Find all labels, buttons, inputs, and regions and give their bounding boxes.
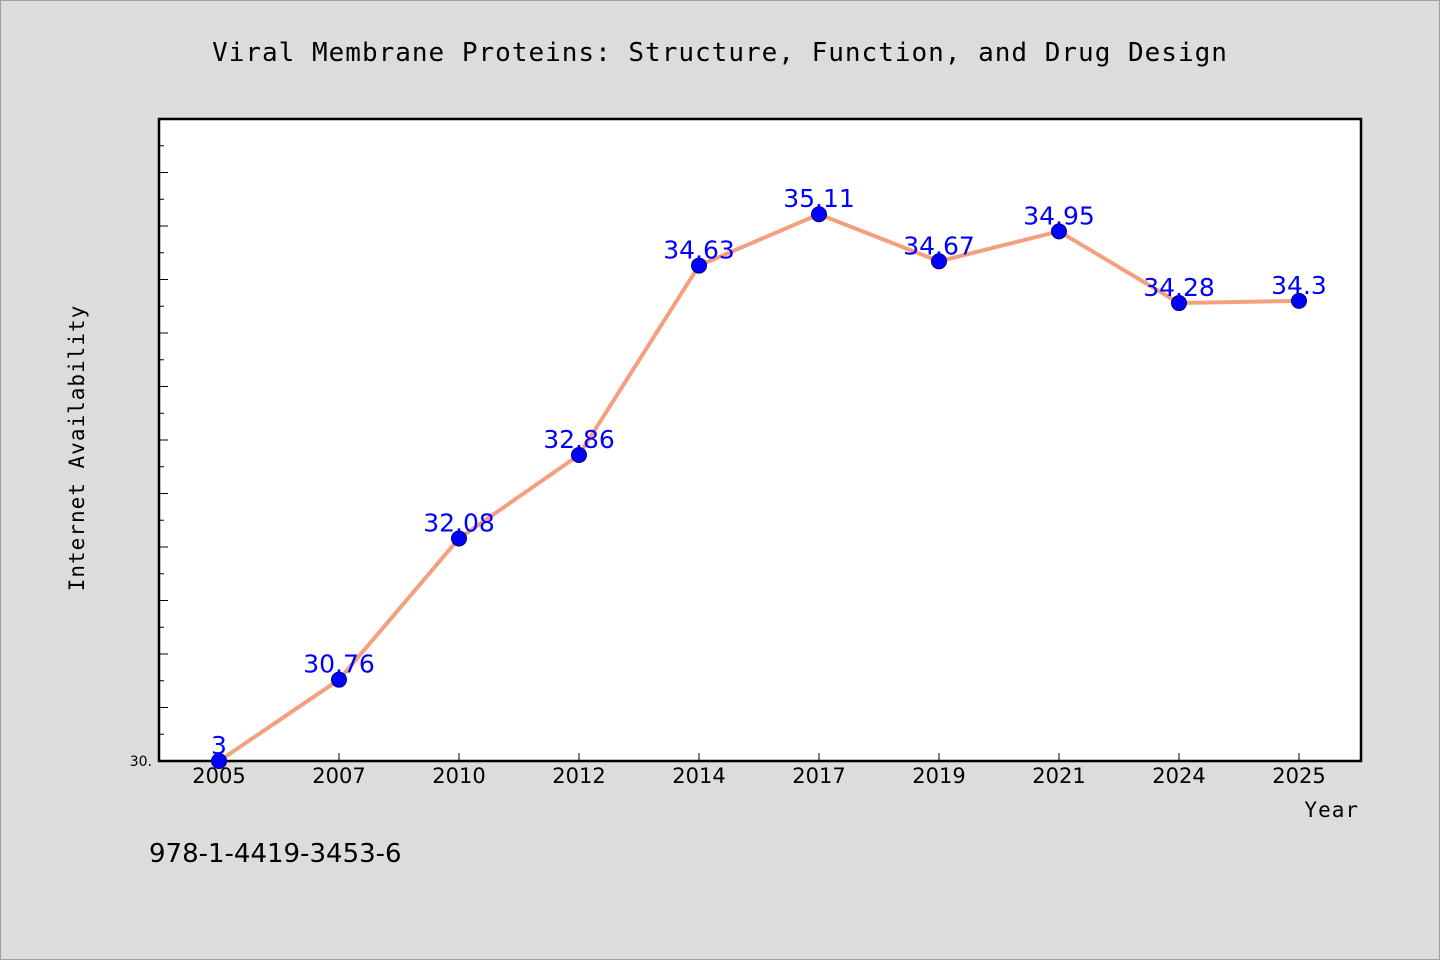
x-tick-label: 2019	[912, 764, 965, 788]
x-axis-ticks	[218, 753, 1300, 761]
x-tick-label: 2021	[1032, 764, 1085, 788]
data-point	[1291, 292, 1307, 309]
data-point	[451, 530, 467, 547]
data-markers	[211, 206, 1307, 769]
data-point	[331, 671, 347, 688]
y-axis-title: Internet Availability	[65, 305, 89, 592]
data-point	[691, 257, 707, 274]
x-tick-labels: 2005 2007 2010 2012 2014 2017 2019 2021 2024 2025	[192, 764, 1325, 788]
data-label: 34.95	[1023, 201, 1095, 230]
series-line	[217, 212, 1301, 763]
data-label: 30.76	[303, 650, 375, 679]
x-axis-title: Year	[1304, 798, 1359, 822]
y-tick-label: 30.	[130, 754, 152, 770]
data-point	[811, 206, 827, 223]
data-label: 35.11	[783, 184, 855, 213]
data-label: 3	[211, 731, 227, 760]
data-label: 34.28	[1143, 273, 1215, 302]
x-tick-label: 2010	[432, 764, 485, 788]
x-tick-label: 2007	[312, 764, 365, 788]
data-point	[1171, 295, 1187, 312]
isbn-label: 978-1-4419-3453-6	[149, 839, 402, 869]
data-label: 34.63	[663, 236, 735, 265]
x-tick-label: 2017	[792, 764, 845, 788]
data-point	[931, 253, 947, 270]
x-tick-label: 2014	[672, 764, 725, 788]
data-label: 32.86	[543, 425, 615, 454]
x-tick-label: 2025	[1272, 764, 1325, 788]
data-labels: 3 30.76 32.08 32.86 34.63 35.11 34.67 34.95 34.2…	[211, 184, 1327, 760]
data-point	[1051, 223, 1067, 240]
x-tick-label: 2024	[1152, 764, 1205, 788]
data-label: 32.08	[423, 508, 495, 537]
data-label: 34.3	[1271, 271, 1327, 300]
y-axis-ticks	[159, 118, 168, 762]
x-tick-label: 2012	[552, 764, 605, 788]
data-point	[211, 753, 227, 769]
x-tick-label: 2005	[192, 764, 245, 788]
data-point	[571, 446, 587, 463]
chart-title: Viral Membrane Proteins: Structure, Func…	[212, 38, 1228, 68]
data-label: 34.67	[903, 231, 975, 260]
